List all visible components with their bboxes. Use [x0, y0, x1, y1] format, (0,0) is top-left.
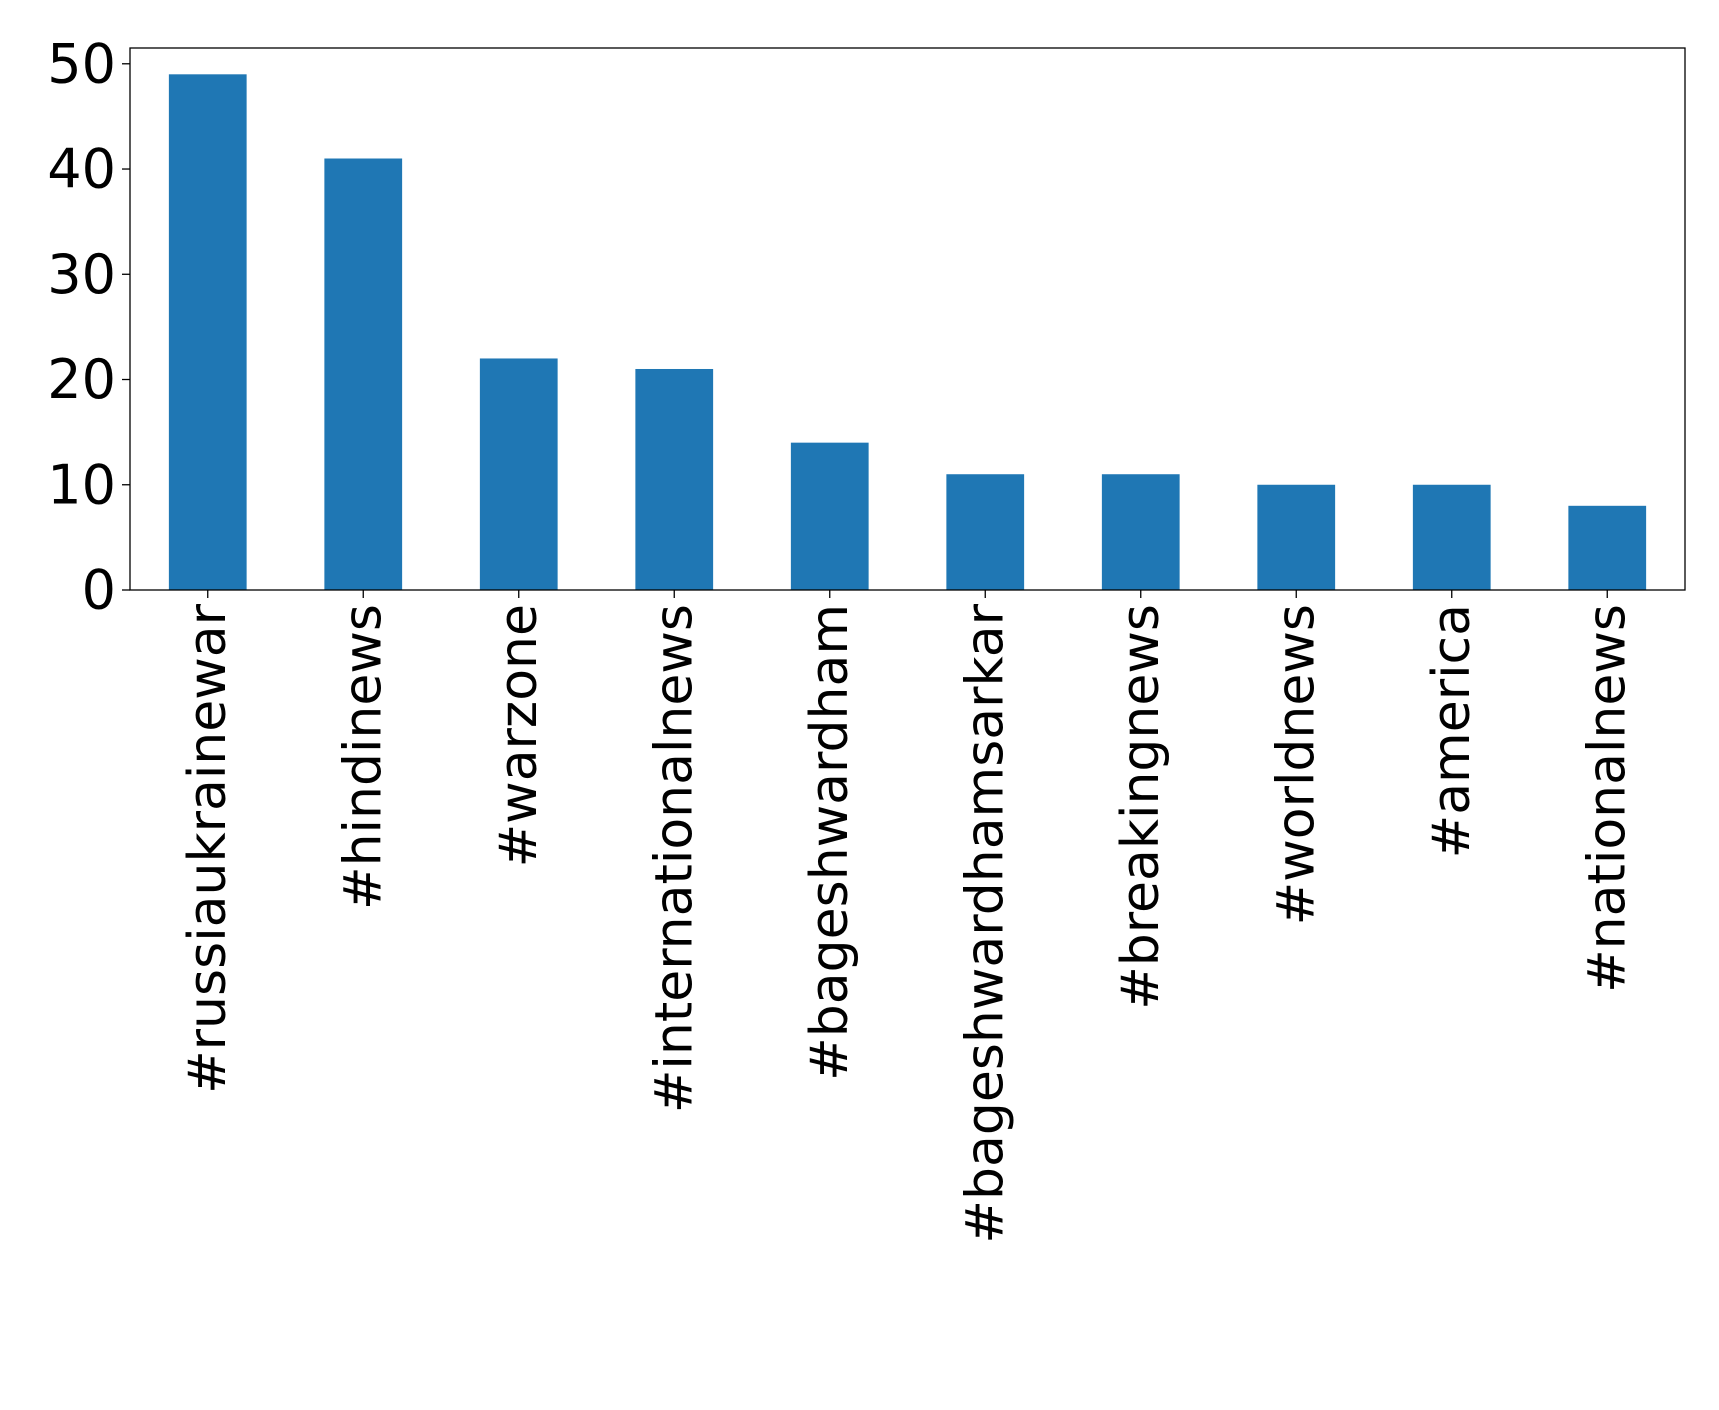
x-tick-label: #bageshwardham — [800, 604, 860, 1081]
bar-america — [1412, 484, 1491, 590]
y-tick-label: 40 — [47, 138, 116, 201]
x-tick-label: #warzone — [489, 604, 549, 867]
x-tick-label: #nationalnews — [1577, 604, 1637, 993]
x-tick-label: #breakingnews — [1111, 604, 1171, 1010]
plot-frame — [129, 47, 1686, 591]
bar-russiaukrainewar — [168, 74, 247, 591]
bar-breakingnews — [1101, 474, 1180, 590]
bar-warzone — [479, 358, 558, 590]
bar-nationalnews — [1568, 505, 1647, 590]
y-tick-label: 10 — [47, 453, 116, 516]
x-tick-label: #russiaukrainewar — [178, 603, 238, 1094]
bar-internationalnews — [635, 368, 714, 590]
x-tick-label: #worldnews — [1266, 604, 1326, 925]
y-tick-label: 0 — [82, 559, 116, 622]
bar-hindinews — [324, 158, 403, 590]
bars-layer — [168, 74, 1647, 591]
y-axis-ticks: 0 10 20 30 40 50 — [47, 32, 130, 622]
x-tick-label: #bageshwardhamsarkar — [955, 603, 1015, 1243]
x-tick-label: #internationalnews — [644, 604, 704, 1113]
y-tick-label: 50 — [47, 32, 116, 95]
bar-worldnews — [1257, 484, 1336, 590]
y-tick-label: 30 — [47, 243, 116, 306]
x-tick-label: #hindinews — [333, 604, 393, 910]
bar-bageshwardham — [790, 442, 869, 590]
x-tick-label: #america — [1422, 604, 1482, 858]
bar-bageshwardhamsarkar — [946, 474, 1025, 590]
x-axis-ticks: #russiaukrainewar #hindinews #warzone #inte… — [178, 590, 1637, 1244]
y-tick-label: 20 — [47, 348, 116, 411]
